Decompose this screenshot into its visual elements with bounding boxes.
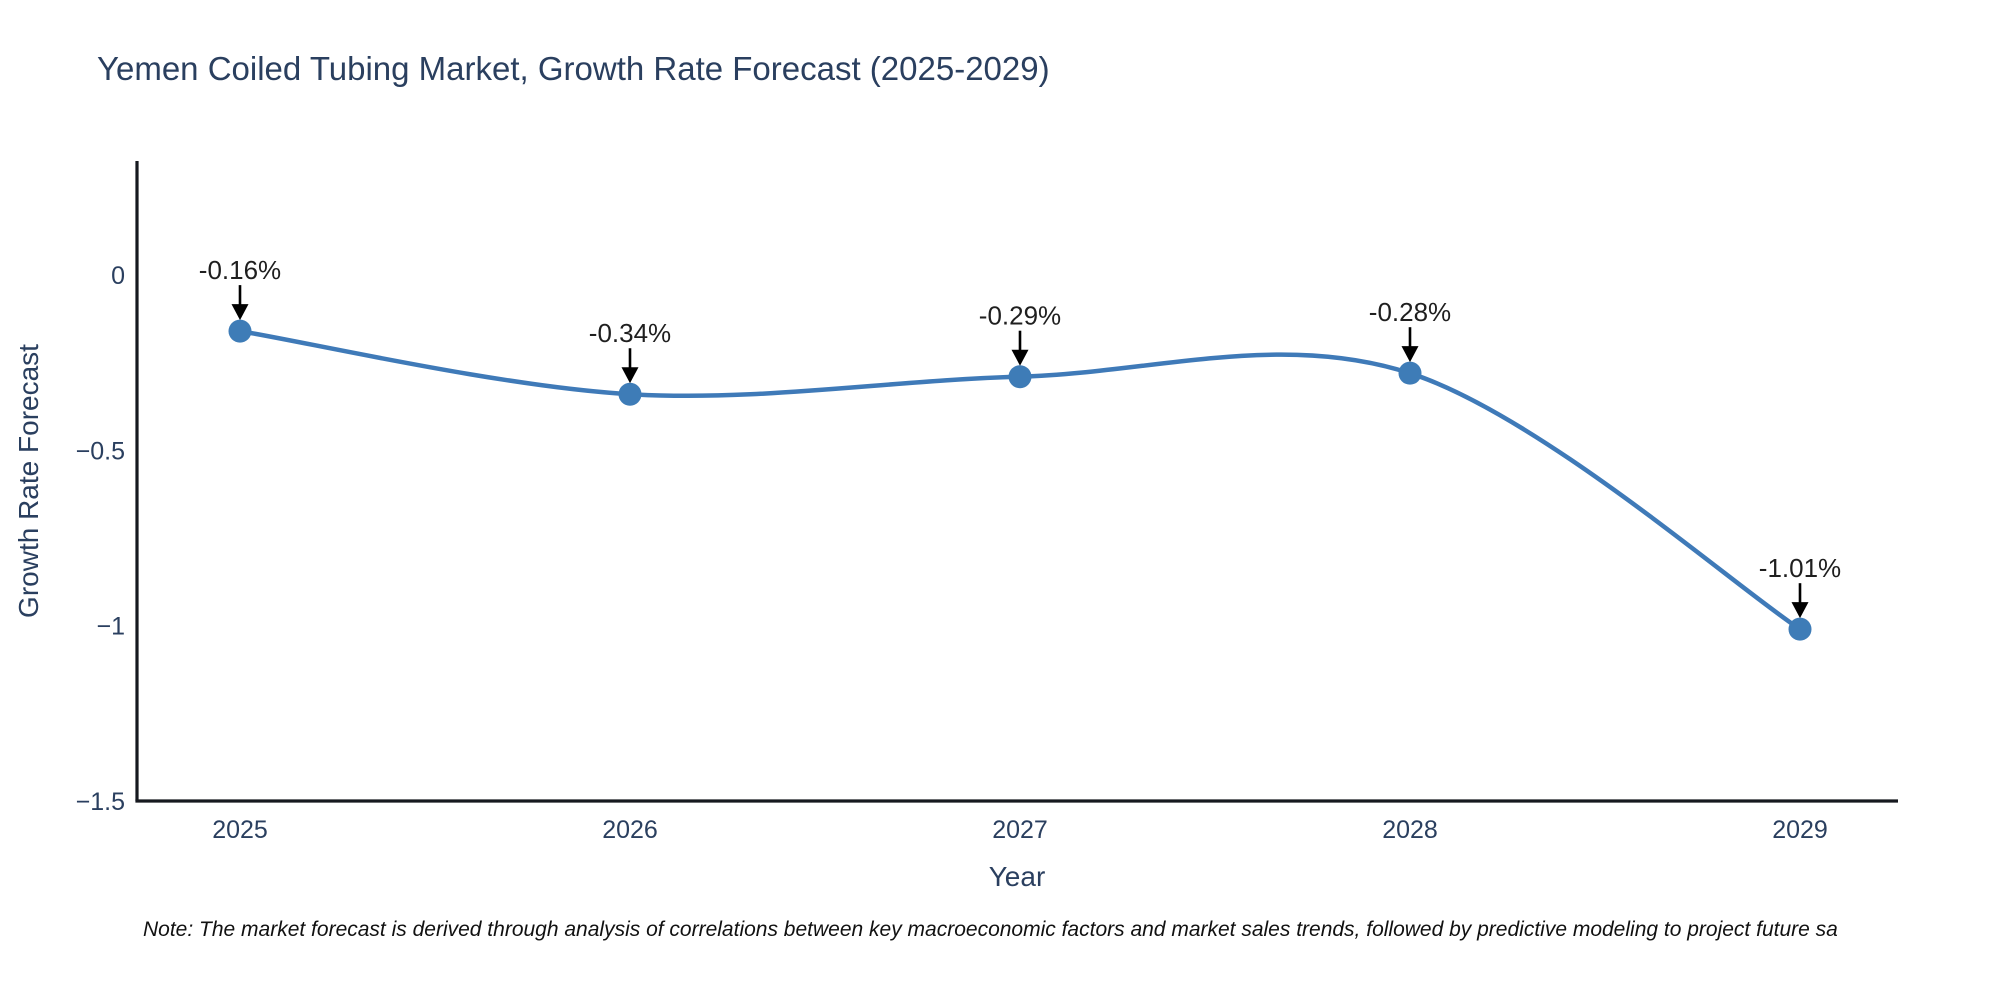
data-point-label: -0.29% <box>979 301 1061 331</box>
data-point-label: -0.34% <box>589 318 671 348</box>
data-point-marker <box>618 382 642 406</box>
data-point-marker <box>1008 365 1032 389</box>
y-tick-label: 0 <box>111 262 125 290</box>
x-tick-label: 2028 <box>1382 816 1438 844</box>
data-point-marker <box>1788 617 1812 641</box>
chart-title: Yemen Coiled Tubing Market, Growth Rate … <box>97 50 1050 87</box>
annotation-arrowhead <box>1791 602 1809 619</box>
data-point-label: -0.16% <box>199 255 281 285</box>
y-tick-label: −1.5 <box>76 788 125 816</box>
x-tick-label: 2027 <box>992 816 1048 844</box>
data-point-marker <box>228 319 252 343</box>
annotation-arrowhead <box>1011 349 1029 366</box>
x-axis-title: Year <box>989 861 1046 892</box>
data-point-label: -1.01% <box>1759 553 1841 583</box>
y-tick-label: −1 <box>96 613 125 641</box>
x-tick-label: 2029 <box>1772 816 1828 844</box>
x-tick-label: 2026 <box>602 816 658 844</box>
data-point-marker <box>1398 361 1422 385</box>
y-tick-label: −0.5 <box>76 437 125 465</box>
data-point-label: -0.28% <box>1369 297 1451 327</box>
y-axis-title: Growth Rate Forecast <box>13 344 44 618</box>
annotation-arrowhead <box>1401 346 1419 363</box>
footnote: Note: The market forecast is derived thr… <box>143 918 1838 941</box>
annotation-arrowhead <box>621 367 639 384</box>
x-tick-label: 2025 <box>212 816 268 844</box>
annotation-arrowhead <box>231 304 249 321</box>
